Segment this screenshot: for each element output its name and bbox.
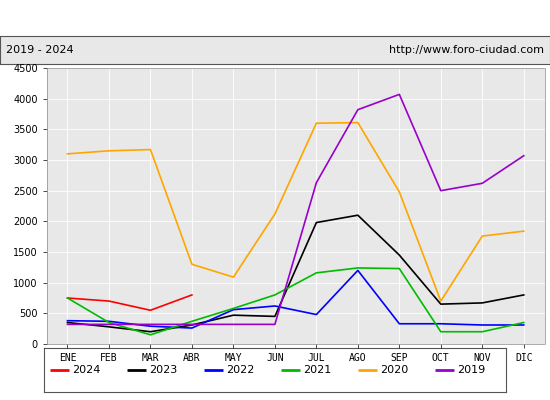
Text: 2019 - 2024: 2019 - 2024 [6, 45, 73, 55]
Text: Evolucion Nº Turistas Nacionales en el municipio de Covarrubias: Evolucion Nº Turistas Nacionales en el m… [34, 12, 516, 24]
Text: 2023: 2023 [150, 365, 178, 375]
Text: http://www.foro-ciudad.com: http://www.foro-ciudad.com [389, 45, 544, 55]
Text: 2022: 2022 [227, 365, 255, 375]
Text: 2020: 2020 [381, 365, 409, 375]
Text: 2024: 2024 [73, 365, 101, 375]
Text: 2021: 2021 [304, 365, 332, 375]
Text: 2019: 2019 [458, 365, 486, 375]
